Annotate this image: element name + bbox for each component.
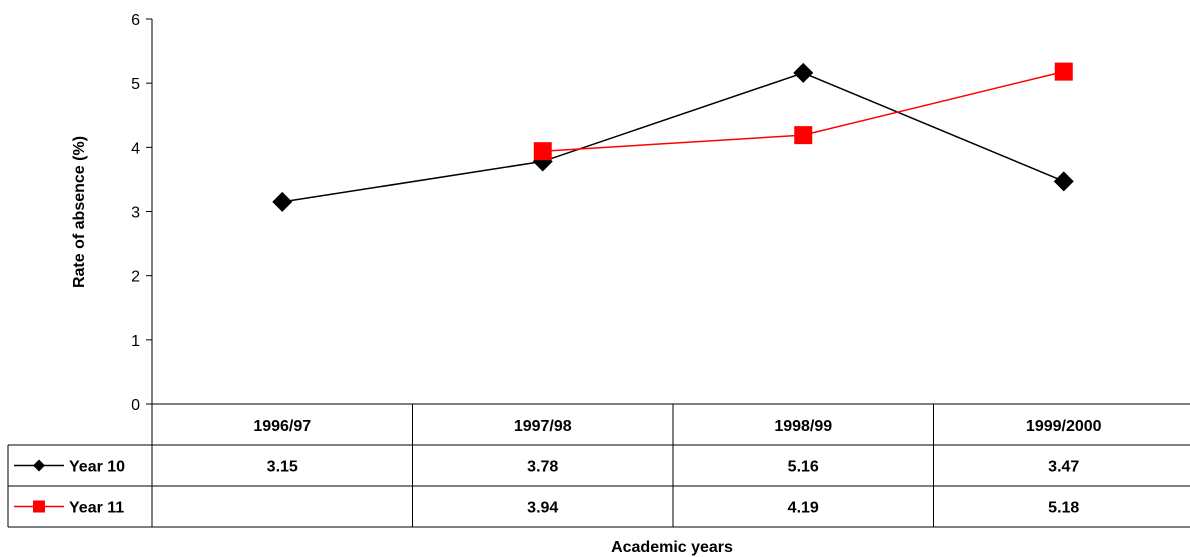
category-label: 1998/99 xyxy=(774,418,832,435)
value-cell: 5.16 xyxy=(788,459,819,476)
y-tick-label: 6 xyxy=(131,12,140,29)
value-cell: 3.47 xyxy=(1048,459,1079,476)
y-tick-label: 3 xyxy=(131,205,140,222)
value-cell: 3.15 xyxy=(267,459,298,476)
value-cell: 5.18 xyxy=(1048,500,1079,517)
value-cell: 4.19 xyxy=(788,500,819,517)
category-label: 1997/98 xyxy=(514,418,572,435)
legend-key-marker xyxy=(33,500,45,513)
series-layer xyxy=(272,62,1074,212)
x-axis-title: Academic years xyxy=(611,539,733,556)
category-label: 1996/97 xyxy=(253,418,311,435)
data-point xyxy=(533,142,552,161)
data-point xyxy=(793,62,814,83)
data-table: 1996/97 1997/98 1998/99 1999/2000 Year 10 3.1… xyxy=(7,403,1190,528)
data-point xyxy=(1053,171,1074,192)
y-tick-label: 1 xyxy=(131,333,140,350)
value-cell: 3.94 xyxy=(527,500,558,517)
category-label: 1999/2000 xyxy=(1026,418,1102,435)
data-point xyxy=(272,191,293,212)
data-point xyxy=(794,126,813,145)
series-name: Year 10 xyxy=(69,459,125,476)
value-cell: 3.78 xyxy=(527,459,558,476)
y-tick-label: 4 xyxy=(131,140,140,157)
series-line xyxy=(282,72,1065,203)
y-tick-label: 5 xyxy=(131,76,140,93)
series-name: Year 11 xyxy=(69,500,124,517)
y-tick-label: 2 xyxy=(131,269,140,286)
data-point xyxy=(1054,62,1073,81)
legend-key-marker xyxy=(33,459,45,472)
y-tick-label: 0 xyxy=(131,397,140,414)
y-axis-title: Rate of absence (%) xyxy=(71,136,88,288)
axes: 0 1 2 3 4 5 6 xyxy=(131,12,153,414)
